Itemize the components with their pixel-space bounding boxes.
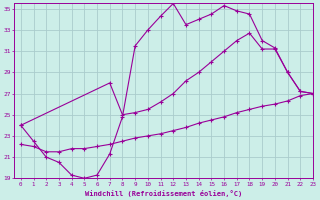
X-axis label: Windchill (Refroidissement éolien,°C): Windchill (Refroidissement éolien,°C) [85,190,242,197]
